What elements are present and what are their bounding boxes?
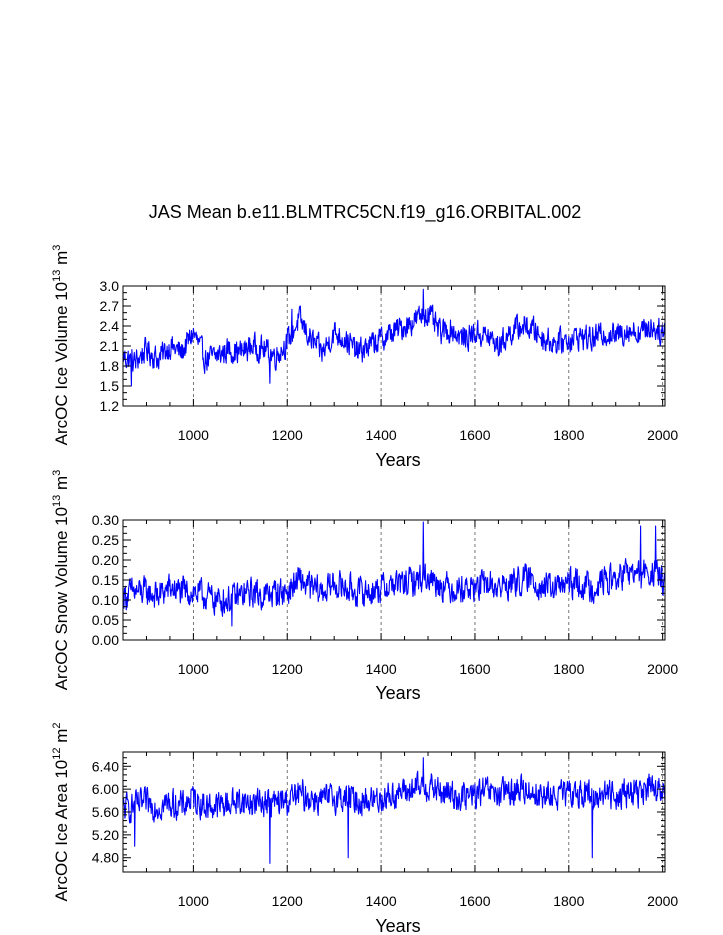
x-tick-label: 1200 xyxy=(272,893,303,909)
x-tick-label: 1600 xyxy=(459,661,490,677)
y-tick-label: 0.25 xyxy=(92,532,119,548)
series-line-ice-volume xyxy=(122,288,666,387)
x-tick-label: 2000 xyxy=(647,661,678,677)
y-tick-label: 4.80 xyxy=(92,850,119,866)
figure-title: JAS Mean b.e11.BLMTRC5CN.f19_g16.ORBITAL… xyxy=(149,202,582,223)
y-tick-label: 2.4 xyxy=(100,318,120,334)
x-tick-label: 1200 xyxy=(272,661,303,677)
x-tick-label: 1800 xyxy=(553,893,584,909)
y-tick-label: 2.7 xyxy=(100,298,120,314)
x-tick-label: 1000 xyxy=(178,661,209,677)
y-axis-label: ArcOC Snow Volume 1013 m3 xyxy=(51,470,71,691)
y-tick-label: 5.60 xyxy=(92,804,119,820)
x-tick-label: 1400 xyxy=(366,893,397,909)
chart-panel-ice-area: 1000 1200 1400 1600 1800 2000 4.80 5.20 5.60 6.00… xyxy=(51,723,678,935)
x-tick-label: 1600 xyxy=(459,427,490,443)
y-tick-label: 6.40 xyxy=(92,758,119,774)
y-tick-label: 2.1 xyxy=(100,338,120,354)
x-axis-label: Years xyxy=(375,916,420,935)
y-tick-label: 0.10 xyxy=(92,592,119,608)
y-tick-label: 0.30 xyxy=(92,512,119,528)
x-tick-label: 1200 xyxy=(272,427,303,443)
x-tick-label: 1800 xyxy=(553,661,584,677)
y-tick-label: 6.00 xyxy=(92,781,119,797)
x-tick-label: 1400 xyxy=(366,427,397,443)
y-tick-label: 0.05 xyxy=(92,612,119,628)
y-tick-label: 1.2 xyxy=(100,398,120,414)
x-axis-label: Years xyxy=(375,683,420,703)
x-tick-label: 1400 xyxy=(366,661,397,677)
x-tick-label: 1600 xyxy=(459,893,490,909)
x-tick-label: 1000 xyxy=(178,893,209,909)
y-tick-label: 0.20 xyxy=(92,552,119,568)
y-tick-label: 0.15 xyxy=(92,572,119,588)
series-line-ice-area xyxy=(122,757,666,864)
y-axis-label: ArcOC Ice Area 1012 m2 xyxy=(51,723,71,902)
chart-panel-ice-volume: 1000 1200 1400 1600 1800 2000 1.2 1.5 1.8 2.1 2.4 2… xyxy=(51,245,678,470)
y-axis-label: ArcOC Ice Volume 1013 m3 xyxy=(51,245,71,446)
x-tick-label: 1000 xyxy=(178,427,209,443)
y-tick-label: 1.5 xyxy=(100,378,120,394)
y-tick-label: 0.00 xyxy=(92,632,119,648)
x-axis-label: Years xyxy=(375,450,420,470)
x-tick-label: 1800 xyxy=(553,427,584,443)
y-tick-label: 3.0 xyxy=(100,278,120,294)
plot-frame xyxy=(122,519,666,641)
y-tick-label: 5.20 xyxy=(92,827,119,843)
x-tick-label: 2000 xyxy=(647,893,678,909)
x-tick-label: 2000 xyxy=(647,427,678,443)
y-tick-label: 1.8 xyxy=(100,358,120,374)
chart-panel-snow-volume: 1000 1200 1400 1600 1800 2000 0.00 0.05 0.10 0.15… xyxy=(51,470,678,703)
series-line-snow-volume xyxy=(122,521,666,627)
